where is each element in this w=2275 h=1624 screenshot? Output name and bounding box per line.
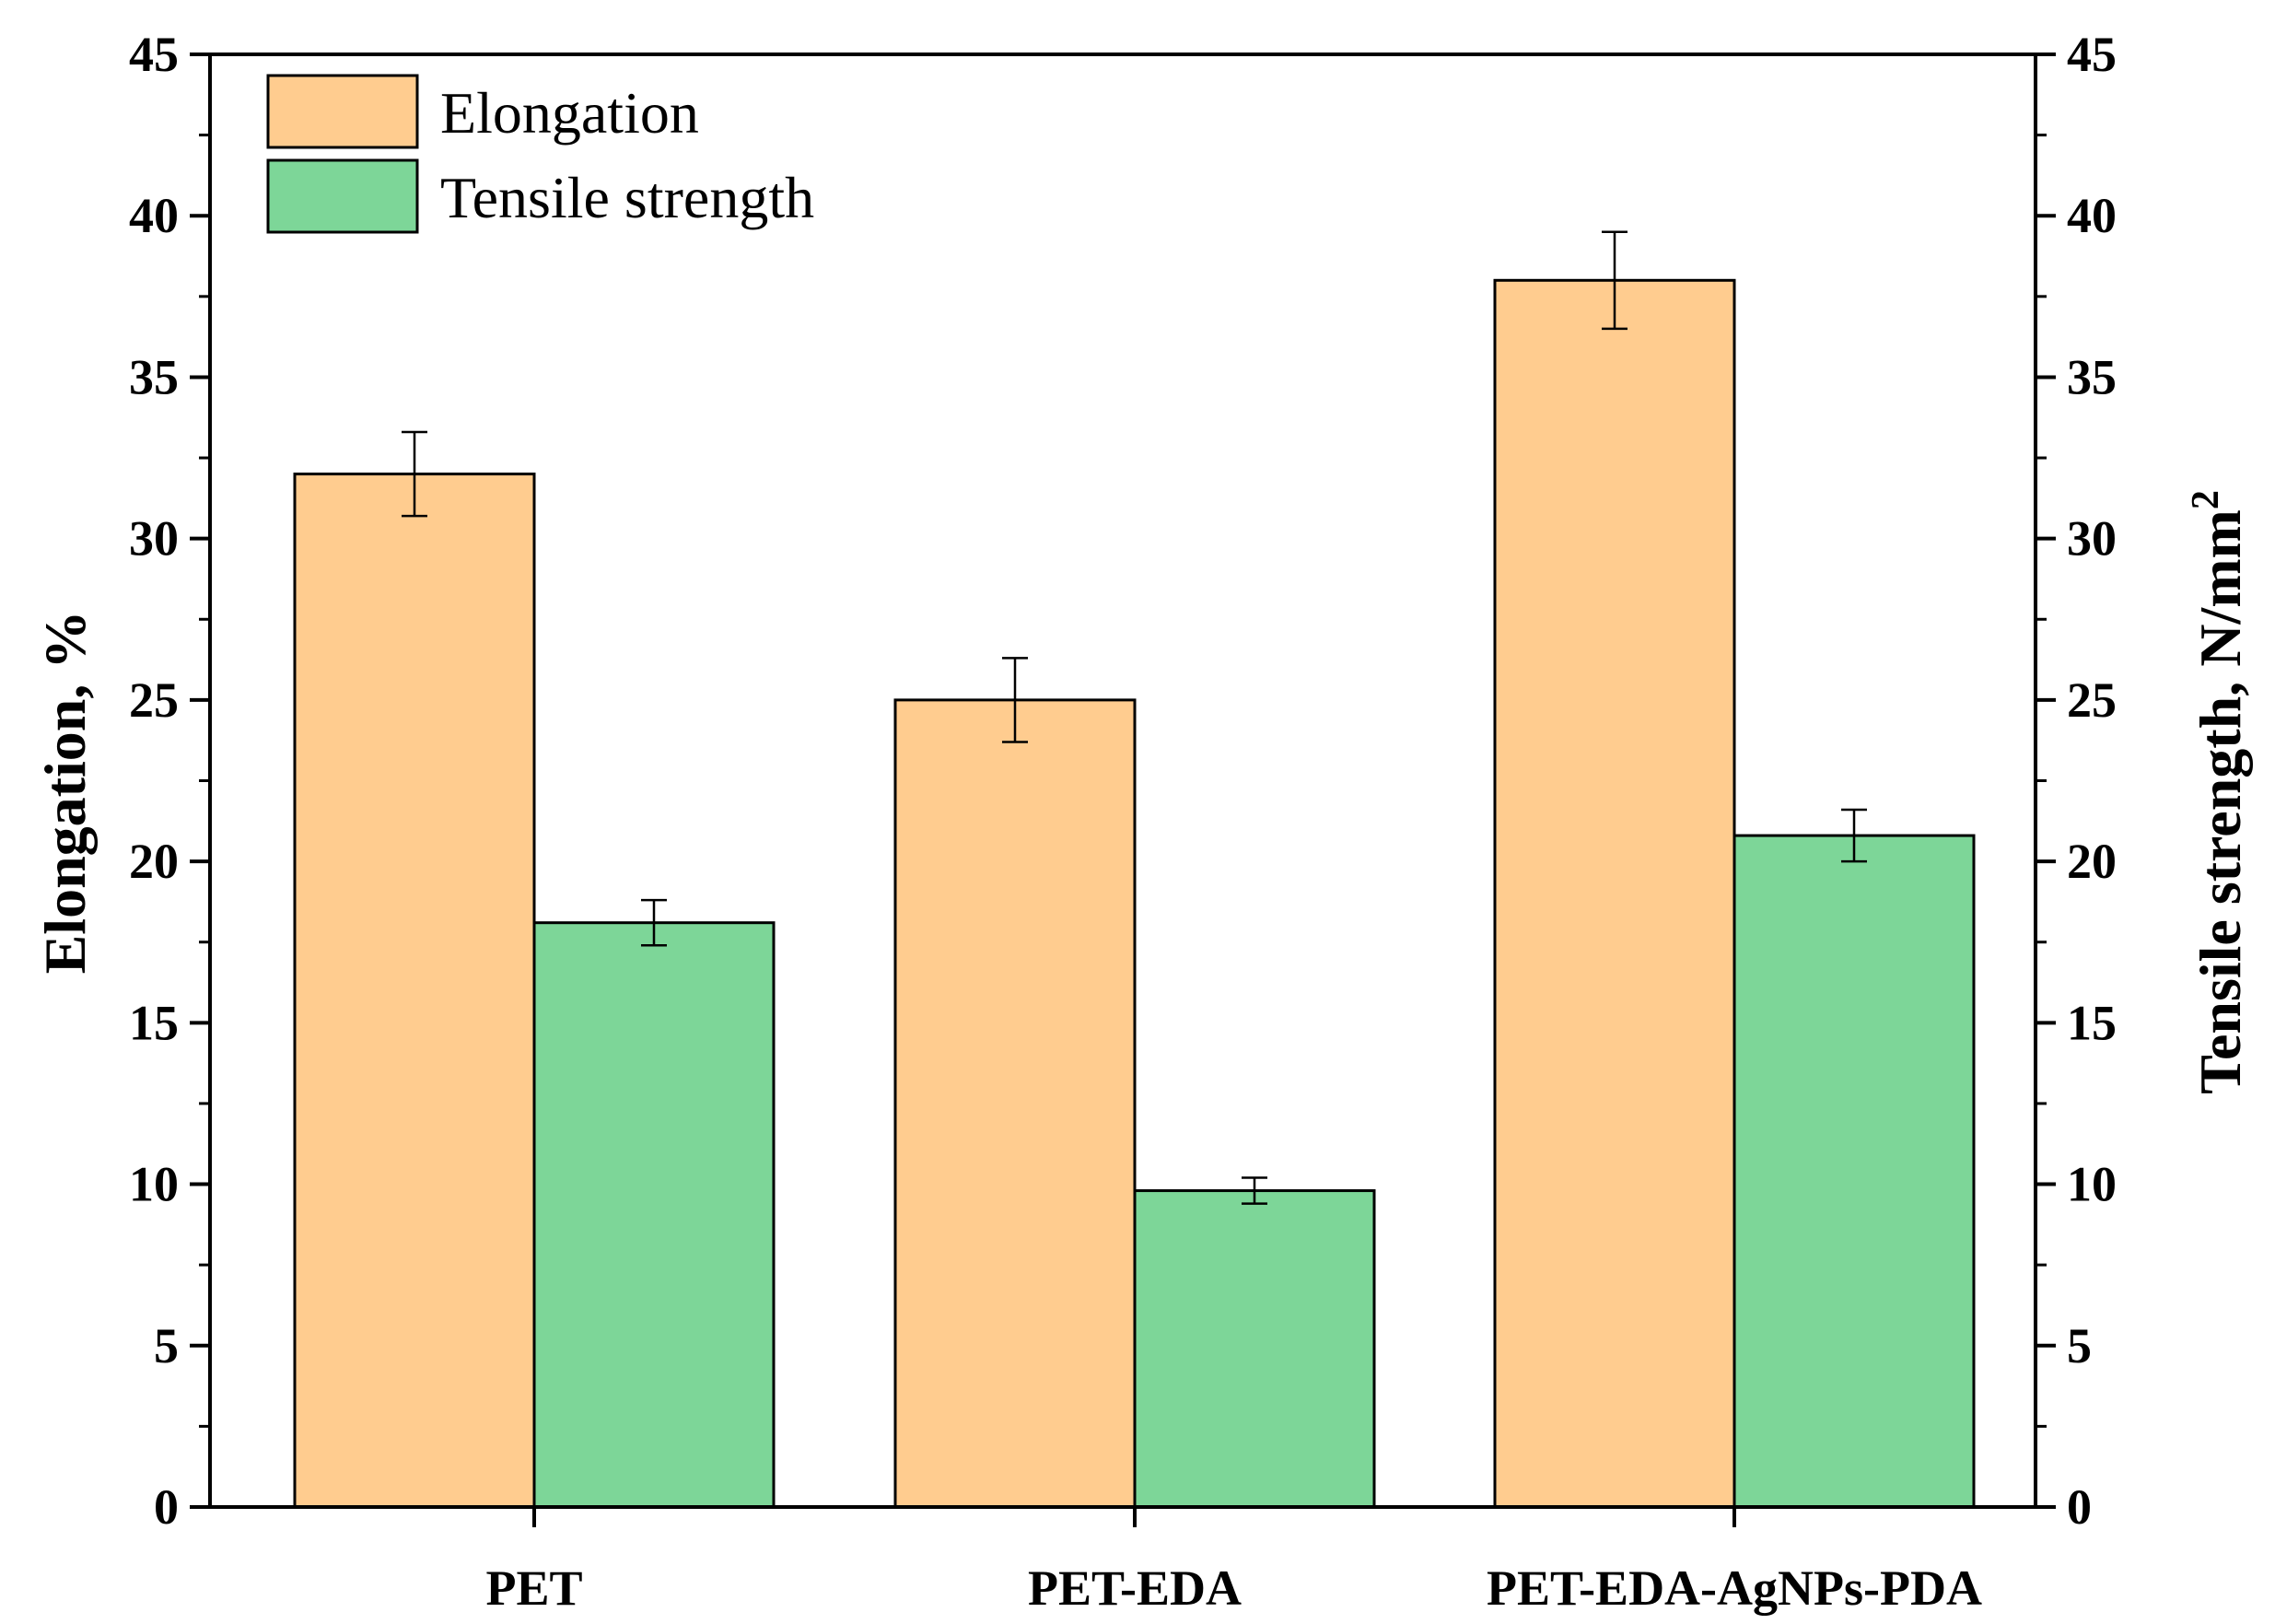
y-tick-label-40: 40 [129,188,179,243]
bar-elongation-pet-eda [893,698,1137,1509]
y2-tick-label-25: 25 [2067,672,2117,728]
x-tick-label-pet: PET [485,1560,582,1616]
y2-axis-title-superscript: 2 [2185,490,2227,509]
y2-axis-title-main: Tensile strength, N/mm [2188,509,2253,1094]
bar-tensile-strength-pet-eda [1133,1189,1376,1509]
y-tick-label-5: 5 [154,1318,179,1373]
y2-tick-label-5: 5 [2067,1318,2092,1373]
y-tick-label-15: 15 [129,995,179,1050]
y2-axis-title: Tensile strength, N/mm2 [2185,490,2253,1094]
y-axis-title: Elongation, % [32,611,98,975]
error-bars-layer [402,230,1867,1205]
legend-label-elongation: Elongation [440,80,699,146]
y2-tick-label-40: 40 [2067,188,2117,243]
y-tick-label-10: 10 [129,1157,179,1212]
y2-tick-label-20: 20 [2067,834,2117,889]
x-tick-label-pet-eda: PET-EDA [1028,1560,1242,1616]
legend-label-tensile-strength: Tensile strength [440,165,814,230]
legend-swatch-tensile-strength [266,158,419,234]
y2-tick-label-15: 15 [2067,995,2117,1050]
legend-swatch-elongation [266,74,419,149]
y-tick-label-35: 35 [129,349,179,404]
legend: Elongation Tensile strength [266,74,814,234]
bar-elongation-pet [293,473,536,1509]
bar-elongation-pet-eda-agnps-pda [1493,278,1736,1509]
bar-tensile-strength-pet-eda-agnps-pda [1732,834,1976,1509]
y2-tick-label-30: 30 [2067,511,2117,567]
y-tick-label-45: 45 [129,27,179,82]
bars-layer [293,278,1976,1509]
y-tick-label-0: 0 [154,1479,179,1535]
y-tick-label-30: 30 [129,511,179,567]
y2-tick-label-35: 35 [2067,349,2117,404]
ticks-layer: PET PET-EDA PET-EDA-AgNPs-PDA 0 0 5 5 10 10 15 15 2… [129,27,2117,1616]
bar-tensile-strength-pet [532,921,776,1509]
y-tick-label-25: 25 [129,672,179,728]
y2-tick-label-0: 0 [2067,1479,2092,1535]
y2-tick-label-10: 10 [2067,1157,2117,1212]
x-tick-label-pet-eda-agnps-pda: PET-EDA-AgNPs-PDA [1487,1560,1982,1616]
y2-tick-label-45: 45 [2067,27,2117,82]
y-tick-label-20: 20 [129,834,179,889]
